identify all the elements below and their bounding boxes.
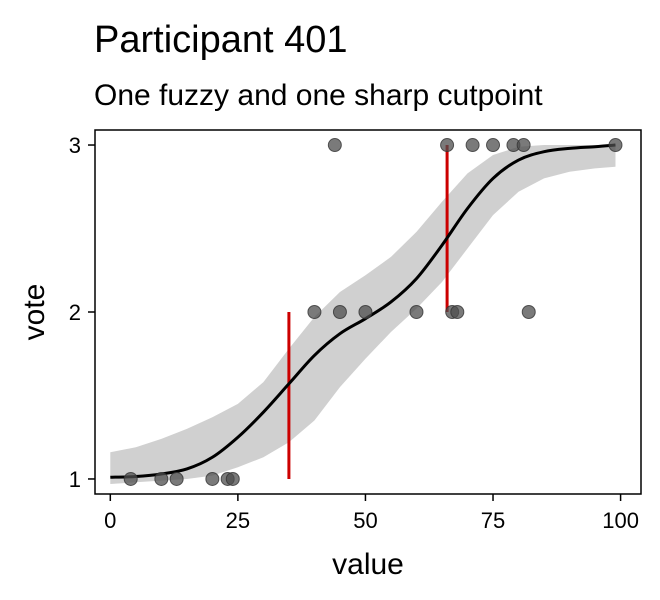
x-tick-label-50: 50 bbox=[353, 508, 377, 533]
data-point-20 bbox=[608, 138, 623, 153]
data-point-18 bbox=[516, 138, 531, 153]
data-point-6 bbox=[225, 471, 240, 486]
y-axis-title: vote bbox=[18, 284, 51, 341]
data-point-19 bbox=[521, 305, 536, 319]
y-tick-label-3: 3 bbox=[69, 133, 81, 158]
data-point-1 bbox=[123, 471, 138, 486]
data-point-16 bbox=[486, 138, 501, 153]
x-axis-title: value bbox=[332, 548, 404, 581]
x-tick-label-75: 75 bbox=[481, 508, 505, 533]
data-point-15 bbox=[465, 138, 480, 153]
x-tick-label-100: 100 bbox=[602, 508, 639, 533]
data-point-14 bbox=[450, 305, 465, 319]
data-point-7 bbox=[307, 305, 322, 319]
chart-title: Participant 401 bbox=[94, 19, 348, 61]
data-point-10 bbox=[358, 305, 373, 319]
data-point-12 bbox=[440, 138, 455, 153]
chart-subtitle: One fuzzy and one sharp cutpoint bbox=[94, 79, 543, 112]
x-tick-label-25: 25 bbox=[226, 508, 250, 533]
data-point-2 bbox=[154, 471, 169, 486]
y-tick-label-1: 1 bbox=[69, 467, 81, 492]
data-point-8 bbox=[327, 138, 342, 153]
y-tick-label-2: 2 bbox=[69, 300, 81, 325]
data-point-11 bbox=[409, 305, 424, 319]
data-point-4 bbox=[205, 471, 220, 486]
data-point-9 bbox=[332, 305, 347, 319]
x-tick-label-0: 0 bbox=[104, 508, 116, 533]
data-point-3 bbox=[169, 471, 184, 486]
plot-area: 0 25 50 75 100 1 2 3 bbox=[69, 129, 642, 533]
